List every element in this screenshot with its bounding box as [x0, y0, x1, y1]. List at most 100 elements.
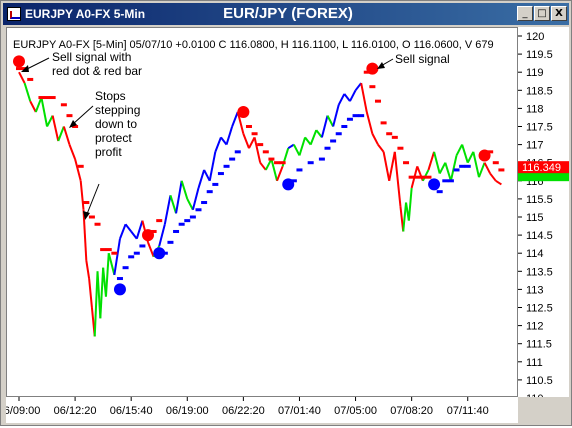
stop-dot-blue: [229, 157, 236, 161]
signal-dot-red: [237, 106, 250, 119]
price-segment: [371, 133, 379, 146]
y-tick-label: 118: [526, 103, 544, 115]
stop-dot-red: [498, 168, 505, 172]
price-segment: [93, 271, 99, 337]
y-tick-label: 120: [526, 31, 544, 43]
y-tick-label: 117: [526, 140, 544, 152]
stop-dot-blue: [290, 179, 297, 183]
price-segment: [270, 158, 278, 182]
y-tick-label: 114.5: [526, 230, 553, 242]
stop-dot-red: [156, 219, 163, 223]
price-segment: [377, 143, 385, 153]
chart-title: EUR/JPY (FOREX): [223, 5, 353, 22]
stop-dot-blue: [296, 168, 303, 172]
price-segment: [242, 133, 250, 149]
stop-dot-red: [363, 70, 370, 74]
stop-dot-blue: [318, 157, 325, 161]
y-tick-label: 117.5: [526, 122, 553, 134]
stop-dot-blue: [307, 161, 314, 165]
stop-dot-red: [487, 150, 494, 154]
price-segment: [253, 137, 262, 163]
stop-dot-red: [369, 85, 376, 89]
stop-dot-blue: [436, 190, 443, 194]
stop-dot-red: [419, 175, 426, 179]
stop-dot-red: [408, 175, 415, 179]
price-segment: [74, 158, 82, 182]
restore-button[interactable]: □: [534, 6, 550, 21]
stop-dot-blue: [217, 172, 224, 176]
price-segment: [309, 129, 318, 145]
price-segment: [466, 151, 475, 164]
stop-dot-blue: [116, 277, 123, 281]
price-segment: [421, 169, 430, 182]
x-tick-label: 07/01:40: [278, 405, 321, 417]
price-segment: [388, 151, 396, 181]
price-badge-bg: [518, 161, 569, 174]
x-tick-label: 07/05:00: [334, 405, 377, 417]
price-segment: [29, 100, 37, 113]
time-axis-svg: 06/09:00 06/12:20 06/15:40 06/19:00 06/22:20…: [0, 397, 489, 417]
close-button[interactable]: X: [551, 6, 567, 21]
annotation-sell1-arrow: [24, 57, 50, 71]
price-segment: [365, 111, 374, 134]
price-badge: 116.349: [522, 162, 561, 174]
stop-dot-blue: [173, 229, 180, 233]
price-segment: [495, 179, 502, 186]
annotation-stops-arrowhead1: [69, 120, 77, 128]
minimize-button[interactable]: _: [517, 6, 533, 21]
price-segment: [489, 172, 497, 182]
time-axis[interactable]: 06/09:00 06/12:20 06/15:40 06/19:00 06/22:20…: [0, 397, 518, 423]
price-segment: [169, 194, 178, 214]
price-segment: [292, 144, 301, 156]
stop-dot-red: [88, 215, 95, 219]
price-segment: [79, 180, 85, 210]
price-segment: [337, 93, 346, 106]
x-tick-label: 07/08:20: [390, 405, 433, 417]
price-segment: [163, 195, 172, 225]
stop-dot-blue: [352, 114, 359, 118]
stop-dot-blue: [212, 182, 219, 186]
price-segment: [393, 151, 402, 207]
stop-dot-blue: [464, 164, 471, 168]
y-tick-label: 113: [526, 284, 544, 296]
stop-dot-blue: [167, 240, 174, 244]
x-tick-label: 06/12:20: [54, 405, 97, 417]
annotation-stops-line5: profit: [95, 145, 122, 159]
price-segment: [18, 71, 26, 84]
stop-dot-blue: [223, 164, 230, 168]
title-bar[interactable]: EURJPY A0-FX 5-Min EUR/JPY (FOREX) _ □ X: [3, 3, 569, 25]
stop-dot-red: [105, 248, 112, 252]
stop-dot-blue: [201, 201, 208, 205]
plot-area[interactable]: EURJPY A0-FX [5-Min] 05/07/10 +0.0100 C …: [6, 27, 518, 397]
price-segment: [449, 155, 458, 182]
price-chart: EURJPY A0-FX [5-Min] 05/07/10 +0.0100 C …: [13, 39, 505, 337]
price-segment: [124, 223, 132, 233]
annotation-stops-line3: down to: [95, 117, 137, 131]
y-tick-label: 111.5: [526, 339, 552, 351]
y-tick-label: 115: [526, 212, 544, 224]
stop-dot-red: [100, 248, 107, 252]
stop-dot-red: [262, 150, 269, 154]
y-tick-label: 119.5: [526, 49, 553, 61]
price-segment: [455, 144, 464, 156]
price-badge-secondary: [518, 172, 569, 182]
stop-dot-blue: [139, 244, 146, 248]
price-segment: [427, 151, 436, 171]
chart-app-icon: [7, 7, 21, 21]
signal-dot-red: [13, 55, 25, 68]
price-segment: [62, 126, 71, 145]
price-axis[interactable]: 110 110.5 111 111.5 112 112.5 113 113.5 114 114.5…: [518, 27, 569, 405]
stop-dot-red: [44, 96, 51, 100]
stop-dot-blue: [234, 150, 241, 154]
y-tick-label: 118.5: [526, 85, 553, 97]
price-segment: [438, 162, 447, 175]
stop-dot-blue: [442, 179, 449, 183]
annotation-sell2-arrowhead: [377, 62, 385, 69]
stop-dot-red: [245, 125, 252, 128]
price-segment: [332, 104, 340, 127]
price-segment: [175, 180, 183, 214]
y-tick-label: 119: [526, 67, 544, 79]
annotation-sell1-arrowhead: [21, 65, 29, 72]
stop-dot-red: [16, 67, 22, 71]
window-title: EURJPY A0-FX 5-Min: [25, 7, 146, 21]
